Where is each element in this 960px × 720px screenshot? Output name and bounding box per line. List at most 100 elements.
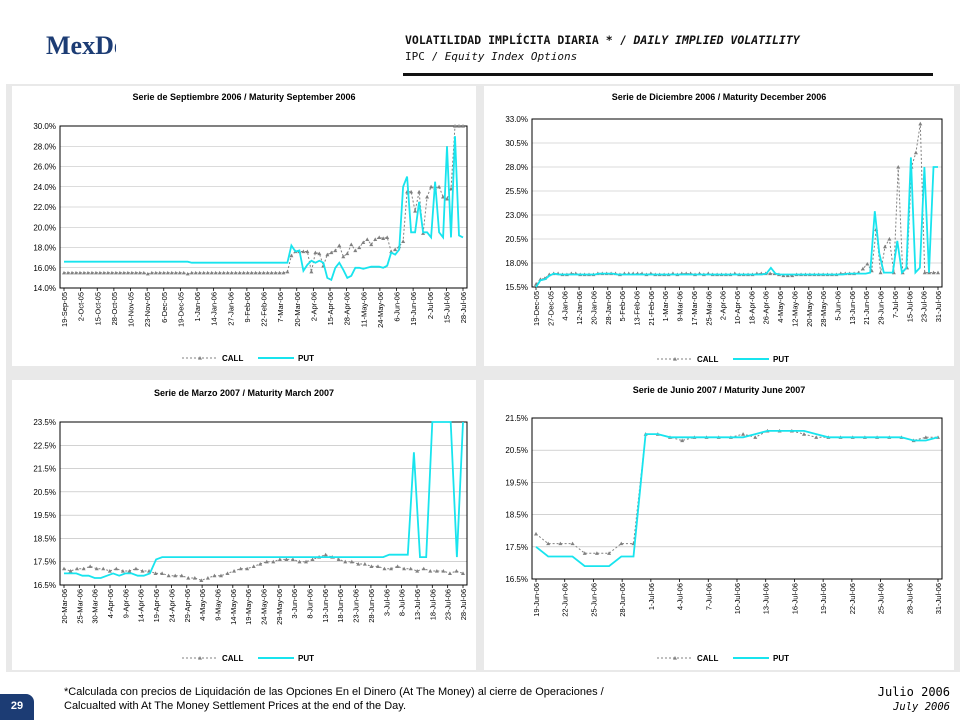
- x-tick-label: 24-May-06: [376, 292, 385, 328]
- call-point: [157, 270, 162, 275]
- call-point: [173, 573, 178, 578]
- call-point: [237, 270, 242, 275]
- call-point: [607, 551, 612, 555]
- call-point: [94, 566, 99, 571]
- x-tick-label: 15-Apr-06: [326, 292, 335, 325]
- call-point: [362, 562, 367, 566]
- x-tick-label: 15-Jul-06: [905, 291, 914, 322]
- chart-december-2006: Serie de Diciembre 2006 / Maturity Decem…: [484, 86, 954, 366]
- y-tick-label: 30.5%: [505, 139, 528, 148]
- y-tick-label: 16.5%: [33, 581, 56, 590]
- y-tick-label: 19.5%: [33, 511, 56, 520]
- call-point: [179, 573, 184, 578]
- x-tick-label: 19-Dec-05: [176, 292, 185, 327]
- series-put-line: [64, 421, 464, 579]
- call-point: [161, 270, 166, 275]
- call-point: [341, 254, 346, 259]
- call-point: [181, 270, 186, 275]
- call-point: [129, 270, 134, 275]
- logo-text: MexDer: [46, 31, 116, 60]
- y-tick-label: 28.0%: [33, 142, 56, 151]
- y-tick-label: 33.0%: [505, 115, 528, 124]
- call-point: [225, 270, 230, 275]
- x-tick-label: 19-May-06: [244, 589, 253, 625]
- call-point: [185, 271, 190, 276]
- call-point: [145, 271, 150, 276]
- call-point: [534, 531, 538, 536]
- x-tick-label: 19-Jul-06: [819, 583, 828, 614]
- series-put-line: [64, 136, 464, 282]
- call-point: [277, 557, 282, 561]
- call-point: [153, 571, 158, 575]
- call-point: [333, 248, 338, 253]
- y-tick-label: 24.0%: [33, 183, 56, 192]
- call-point: [461, 571, 465, 575]
- call-point: [173, 270, 178, 275]
- x-tick-label: 23-Nov-05: [143, 292, 152, 327]
- x-tick-label: 19-Apr-06: [152, 589, 161, 622]
- x-tick-label: 2-Apr-06: [719, 291, 728, 320]
- call-point: [273, 270, 278, 275]
- x-tick-label: 3-Jul-06: [382, 589, 391, 616]
- mexder-logo: MexDer: [46, 31, 116, 60]
- call-point: [309, 269, 314, 274]
- call-point: [229, 270, 234, 275]
- footnote: *Calculada con precios de Liquidación de…: [64, 685, 604, 713]
- call-point: [149, 270, 154, 275]
- call-point: [345, 251, 350, 256]
- call-point: [297, 559, 302, 564]
- call-point: [221, 270, 226, 275]
- call-point: [289, 253, 294, 258]
- x-tick-label: 20-Mar-06: [293, 292, 302, 327]
- call-point: [192, 576, 197, 580]
- x-tick-label: 13-Jun-06: [321, 589, 330, 623]
- call-point: [62, 566, 66, 571]
- y-tick-label: 17.5%: [505, 543, 528, 552]
- call-point: [285, 269, 290, 274]
- x-tick-label: 2-Oct-05: [77, 292, 86, 321]
- call-point: [271, 559, 276, 564]
- x-tick-label: 25-Jul-06: [877, 583, 886, 614]
- x-tick-label: 10-Apr-06: [733, 291, 742, 324]
- x-tick-label: 6-Dec-05: [160, 292, 169, 323]
- call-point: [680, 438, 685, 443]
- x-tick-label: 8-Jul-06: [398, 589, 407, 616]
- x-tick-label: 21-Jun-06: [862, 291, 871, 325]
- x-tick-label: 20-Mar-06: [60, 589, 69, 624]
- y-tick-label: 25.5%: [505, 187, 528, 196]
- call-point: [393, 247, 398, 252]
- y-tick-label: 20.5%: [505, 446, 528, 455]
- call-point: [81, 270, 86, 275]
- x-tick-label: 23-Jul-06: [920, 291, 929, 322]
- y-tick-label: 23.0%: [505, 211, 528, 220]
- call-point: [258, 562, 263, 566]
- x-tick-label: 13-Jul-06: [762, 583, 771, 614]
- call-point: [281, 270, 286, 275]
- call-point: [277, 270, 282, 275]
- call-point: [241, 270, 246, 275]
- legend-call-label: CALL: [697, 355, 718, 364]
- y-tick-label: 17.5%: [33, 558, 56, 567]
- x-tick-label: 22-Feb-06: [260, 292, 269, 327]
- call-point: [133, 270, 138, 275]
- call-point: [369, 564, 374, 568]
- call-point: [421, 566, 426, 571]
- call-point: [913, 150, 918, 155]
- x-tick-label: 22-Jun-06: [561, 583, 570, 617]
- call-point: [305, 249, 310, 254]
- x-tick-label: 20-Jan-06: [589, 291, 598, 325]
- call-point: [165, 270, 170, 275]
- x-tick-label: 18-Apr-06: [747, 291, 756, 324]
- call-point: [213, 270, 218, 275]
- call-point: [109, 270, 114, 275]
- x-tick-label: 13-Jun-06: [848, 291, 857, 325]
- call-point: [245, 566, 250, 571]
- call-point: [257, 270, 262, 275]
- x-tick-label: 9-May-06: [213, 589, 222, 621]
- call-point: [253, 270, 258, 275]
- call-point: [251, 564, 256, 568]
- page-title-es: VOLATILIDAD IMPLÍCITA DIARIA * /: [405, 33, 627, 47]
- call-point: [290, 557, 295, 561]
- page-title-en: DAILY IMPLIED VOLATILITY: [633, 33, 800, 47]
- call-point: [447, 571, 452, 575]
